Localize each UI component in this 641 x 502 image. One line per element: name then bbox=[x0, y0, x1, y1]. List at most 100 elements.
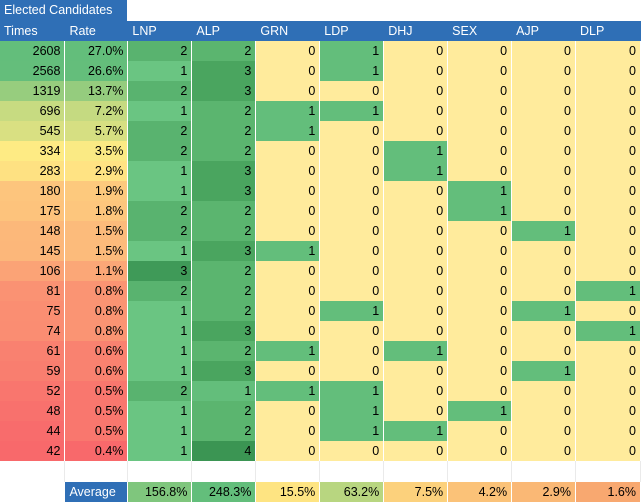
header-cell[interactable]: SEX bbox=[447, 21, 513, 41]
rate-cell[interactable]: 1.1% bbox=[64, 261, 129, 281]
empty-cell[interactable] bbox=[255, 461, 321, 482]
party-cell[interactable]: 1 bbox=[383, 161, 449, 181]
times-cell[interactable]: 696 bbox=[0, 101, 66, 121]
party-cell[interactable]: 1 bbox=[319, 381, 385, 401]
empty-cell[interactable] bbox=[511, 461, 576, 482]
party-cell[interactable]: 0 bbox=[575, 161, 641, 181]
party-cell[interactable]: 2 bbox=[191, 101, 257, 121]
average-cell[interactable]: 156.8% bbox=[127, 482, 193, 502]
party-cell[interactable]: 0 bbox=[319, 441, 385, 461]
party-cell[interactable]: 3 bbox=[127, 261, 193, 281]
party-cell[interactable]: 1 bbox=[127, 361, 193, 381]
rate-cell[interactable]: 1.9% bbox=[64, 181, 129, 201]
party-cell[interactable]: 0 bbox=[575, 341, 641, 361]
party-cell[interactable]: 1 bbox=[383, 421, 449, 441]
rate-cell[interactable]: 0.8% bbox=[64, 321, 129, 341]
party-cell[interactable]: 3 bbox=[191, 81, 257, 101]
header-cell[interactable]: LNP bbox=[127, 21, 193, 41]
party-cell[interactable]: 0 bbox=[511, 61, 576, 81]
party-cell[interactable]: 2 bbox=[191, 141, 257, 161]
party-cell[interactable]: 0 bbox=[575, 121, 641, 141]
party-cell[interactable]: 0 bbox=[447, 441, 513, 461]
party-cell[interactable]: 0 bbox=[511, 41, 576, 61]
party-cell[interactable]: 0 bbox=[383, 41, 449, 61]
party-cell[interactable]: 1 bbox=[127, 181, 193, 201]
party-cell[interactable]: 0 bbox=[511, 181, 576, 201]
rate-cell[interactable]: 1.8% bbox=[64, 201, 129, 221]
party-cell[interactable]: 1 bbox=[255, 241, 321, 261]
party-cell[interactable]: 0 bbox=[319, 241, 385, 261]
empty-cell[interactable] bbox=[0, 461, 66, 482]
party-cell[interactable]: 0 bbox=[575, 201, 641, 221]
party-cell[interactable]: 1 bbox=[447, 181, 513, 201]
party-cell[interactable]: 0 bbox=[575, 141, 641, 161]
average-cell[interactable]: 1.6% bbox=[575, 482, 641, 502]
party-cell[interactable]: 0 bbox=[447, 361, 513, 381]
party-cell[interactable]: 0 bbox=[511, 321, 576, 341]
party-cell[interactable]: 3 bbox=[191, 361, 257, 381]
party-cell[interactable]: 0 bbox=[447, 141, 513, 161]
times-cell[interactable]: 74 bbox=[0, 321, 66, 341]
party-cell[interactable]: 0 bbox=[447, 81, 513, 101]
party-cell[interactable]: 1 bbox=[511, 361, 576, 381]
party-cell[interactable]: 2 bbox=[191, 221, 257, 241]
party-cell[interactable]: 0 bbox=[319, 121, 385, 141]
party-cell[interactable]: 0 bbox=[511, 381, 576, 401]
party-cell[interactable]: 1 bbox=[127, 441, 193, 461]
party-cell[interactable]: 0 bbox=[511, 421, 576, 441]
party-cell[interactable]: 0 bbox=[511, 161, 576, 181]
rate-cell[interactable]: 0.6% bbox=[64, 341, 129, 361]
party-cell[interactable]: 0 bbox=[255, 281, 321, 301]
party-cell[interactable]: 0 bbox=[255, 261, 321, 281]
header-cell[interactable]: DHJ bbox=[383, 21, 449, 41]
party-cell[interactable]: 1 bbox=[383, 141, 449, 161]
party-cell[interactable]: 0 bbox=[319, 81, 385, 101]
header-cell[interactable]: GRN bbox=[255, 21, 321, 41]
party-cell[interactable]: 0 bbox=[319, 221, 385, 241]
party-cell[interactable]: 1 bbox=[447, 201, 513, 221]
party-cell[interactable]: 1 bbox=[319, 101, 385, 121]
party-cell[interactable]: 0 bbox=[511, 201, 576, 221]
header-cell[interactable]: DLP bbox=[575, 21, 641, 41]
party-cell[interactable]: 3 bbox=[191, 161, 257, 181]
party-cell[interactable]: 0 bbox=[383, 101, 449, 121]
rate-cell[interactable]: 0.5% bbox=[64, 381, 129, 401]
party-cell[interactable]: 0 bbox=[575, 401, 641, 421]
party-cell[interactable]: 2 bbox=[127, 81, 193, 101]
header-cell[interactable]: LDP bbox=[319, 21, 385, 41]
times-cell[interactable]: 106 bbox=[0, 261, 66, 281]
party-cell[interactable]: 2 bbox=[191, 201, 257, 221]
party-cell[interactable]: 0 bbox=[511, 401, 576, 421]
party-cell[interactable]: 0 bbox=[255, 361, 321, 381]
party-cell[interactable]: 0 bbox=[575, 61, 641, 81]
average-label[interactable]: Average bbox=[64, 482, 129, 502]
party-cell[interactable]: 0 bbox=[383, 301, 449, 321]
times-cell[interactable]: 81 bbox=[0, 281, 66, 301]
party-cell[interactable]: 2 bbox=[191, 421, 257, 441]
party-cell[interactable]: 1 bbox=[127, 341, 193, 361]
party-cell[interactable]: 0 bbox=[255, 181, 321, 201]
party-cell[interactable]: 2 bbox=[127, 281, 193, 301]
times-cell[interactable]: 1319 bbox=[0, 81, 66, 101]
party-cell[interactable]: 0 bbox=[255, 421, 321, 441]
party-cell[interactable]: 2 bbox=[191, 401, 257, 421]
party-cell[interactable]: 3 bbox=[191, 181, 257, 201]
times-cell[interactable]: 175 bbox=[0, 201, 66, 221]
times-cell[interactable]: 180 bbox=[0, 181, 66, 201]
party-cell[interactable]: 2 bbox=[191, 341, 257, 361]
party-cell[interactable]: 1 bbox=[447, 401, 513, 421]
party-cell[interactable]: 0 bbox=[575, 361, 641, 381]
party-cell[interactable]: 0 bbox=[575, 101, 641, 121]
rate-cell[interactable]: 5.7% bbox=[64, 121, 129, 141]
party-cell[interactable]: 1 bbox=[383, 341, 449, 361]
party-cell[interactable]: 0 bbox=[255, 321, 321, 341]
times-cell[interactable]: 48 bbox=[0, 401, 66, 421]
party-cell[interactable]: 0 bbox=[319, 181, 385, 201]
party-cell[interactable]: 0 bbox=[383, 381, 449, 401]
times-cell[interactable]: 2568 bbox=[0, 61, 66, 81]
average-cell[interactable]: 248.3% bbox=[191, 482, 257, 502]
party-cell[interactable]: 0 bbox=[575, 301, 641, 321]
party-cell[interactable]: 0 bbox=[511, 241, 576, 261]
party-cell[interactable]: 0 bbox=[383, 321, 449, 341]
rate-cell[interactable]: 7.2% bbox=[64, 101, 129, 121]
